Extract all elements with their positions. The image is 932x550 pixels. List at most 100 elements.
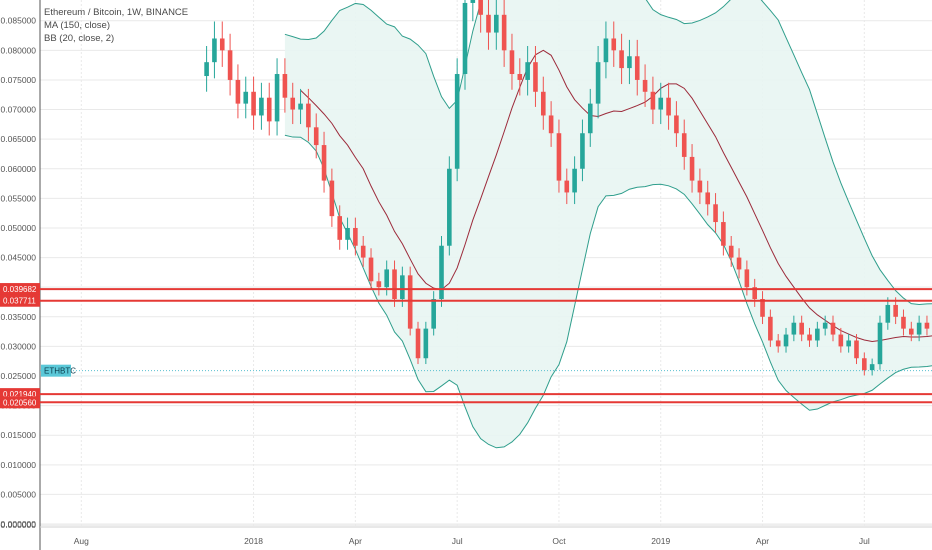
candle-body: [478, 0, 483, 15]
candle-body: [838, 334, 844, 347]
level-tag: [0, 396, 40, 409]
y-tick-label: 0.055000: [1, 193, 37, 203]
candle-body: [556, 133, 562, 181]
candle-body: [854, 340, 859, 359]
candle-body: [869, 364, 875, 371]
level-tag: [0, 294, 40, 307]
candle-body: [705, 192, 711, 205]
candle-body: [407, 275, 413, 329]
candle-body: [392, 269, 397, 300]
y-tick-label: -0.000000: [0, 520, 36, 530]
candle-body: [251, 91, 256, 116]
candle-body: [212, 38, 217, 63]
candle-body: [243, 91, 249, 104]
y-tick-label: 0.015000: [1, 430, 37, 440]
candle-body: [681, 133, 687, 157]
candle-body: [603, 38, 609, 63]
candle-body: [713, 204, 718, 223]
candle-body: [368, 257, 374, 282]
y-tick-label: 0.050000: [1, 223, 37, 233]
candle-body: [721, 222, 726, 246]
candle-body: [752, 287, 757, 300]
legend-title: Ethereum / Bitcoin, 1W, BINANCE: [44, 7, 189, 18]
candle-body: [447, 168, 452, 246]
x-tick-label: Apr: [756, 536, 769, 546]
candle-body: [815, 328, 820, 341]
y-tick-label: 0.005000: [1, 489, 37, 499]
candle-body: [486, 14, 491, 33]
candle-body: [259, 97, 264, 116]
candle-body: [219, 38, 225, 51]
candle-body: [509, 50, 515, 75]
candle-body: [290, 97, 296, 110]
y-tick-label: 0.060000: [1, 164, 37, 174]
candle-body: [548, 115, 554, 134]
candle-body: [329, 180, 335, 217]
y-tick-label: 0.070000: [1, 105, 37, 115]
candle-body: [353, 227, 358, 246]
candle-body: [439, 245, 444, 300]
candle-body: [235, 79, 241, 104]
candle-body: [313, 127, 319, 146]
level-tag-label: 0.020560: [3, 398, 37, 407]
level-tag: [0, 283, 40, 296]
candle-body: [877, 322, 883, 365]
candle-body: [306, 103, 311, 128]
bollinger-upper: [284, 0, 932, 305]
candle-body: [901, 316, 906, 329]
candle-body: [595, 62, 601, 104]
bollinger-lower: [284, 134, 932, 449]
legend-ma: MA (150, close): [44, 20, 110, 31]
candle-body: [611, 38, 617, 51]
candle-body: [454, 74, 460, 169]
level-tag-label: 0.039682: [3, 285, 37, 294]
candle-body: [799, 322, 804, 335]
candle-body: [360, 245, 366, 258]
y-tick-label: 0.080000: [1, 45, 37, 55]
y-tick-label: 0.030000: [1, 341, 37, 351]
candle-body: [744, 269, 750, 288]
candle-body: [783, 334, 789, 347]
candle-body: [916, 322, 922, 335]
x-tick-label: 2019: [651, 536, 670, 546]
legend: Ethereum / Bitcoin, 1W, BINANCE MA (150,…: [44, 6, 188, 45]
candles-group: [204, 0, 930, 376]
y-tick-label: 0.065000: [1, 134, 37, 144]
candle-body: [282, 74, 288, 98]
candle-body: [885, 304, 891, 323]
candle-body: [862, 358, 867, 371]
candle-body: [298, 103, 303, 110]
candle-body: [494, 14, 499, 33]
legend-bb: BB (20, close, 2): [44, 33, 115, 44]
y-tick-label: 0.045000: [1, 253, 37, 263]
candle-body: [666, 97, 671, 116]
candle-body: [728, 245, 734, 258]
candle-body: [431, 299, 436, 329]
candle-body: [775, 340, 781, 347]
candle-body: [533, 62, 538, 92]
candle-body: [634, 56, 640, 80]
candle-body: [266, 97, 272, 122]
candle-body: [924, 322, 930, 329]
y-tick-label: 0.000000: [1, 519, 37, 529]
y-tick-label: 0.075000: [1, 75, 37, 85]
candle-body: [627, 56, 632, 69]
candle-body: [893, 304, 898, 317]
candle-body: [572, 168, 577, 193]
x-tick-label: Apr: [349, 536, 362, 546]
candle-body: [525, 62, 530, 80]
x-tick-label: Jul: [452, 536, 463, 546]
candle-body: [227, 50, 233, 80]
x-tick-label: Oct: [552, 536, 566, 546]
candle-body: [736, 257, 742, 270]
candle-body: [830, 322, 836, 335]
candle-body: [674, 115, 679, 134]
candle-body: [587, 103, 593, 134]
candle-body: [384, 269, 389, 288]
candle-body: [423, 328, 429, 359]
candle-body: [415, 328, 421, 359]
candle-body: [697, 180, 703, 193]
candle-body: [470, 0, 476, 3]
